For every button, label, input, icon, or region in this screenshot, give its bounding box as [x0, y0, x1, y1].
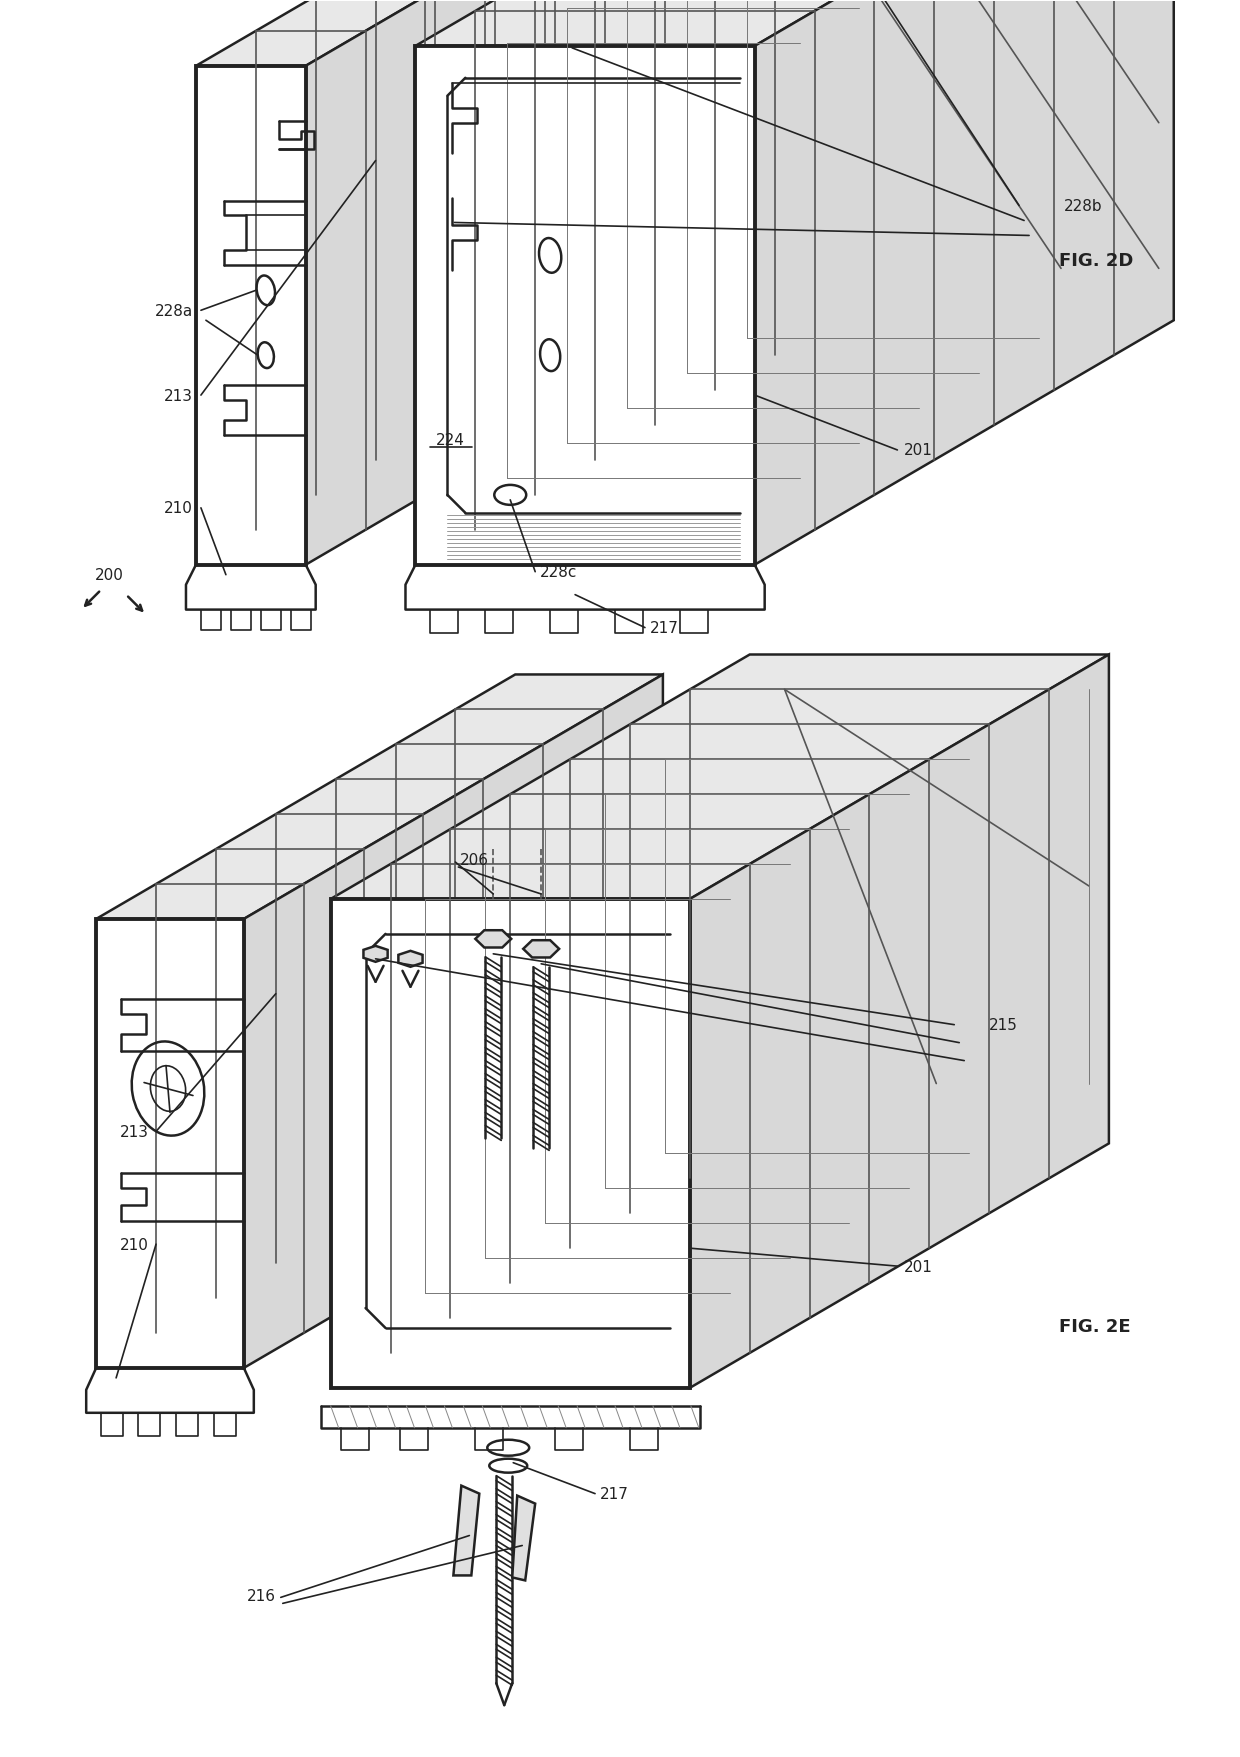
Text: 206: 206: [460, 852, 490, 866]
Polygon shape: [755, 0, 1174, 566]
Polygon shape: [454, 1486, 480, 1576]
Polygon shape: [196, 67, 306, 566]
Text: FIG. 2E: FIG. 2E: [1059, 1318, 1131, 1335]
Text: 210: 210: [164, 501, 193, 517]
Text: 213: 213: [120, 1124, 149, 1139]
Text: 228b: 228b: [1064, 199, 1102, 214]
Polygon shape: [306, 0, 724, 566]
Text: 200: 200: [94, 568, 124, 583]
Text: 201: 201: [904, 1260, 934, 1274]
Polygon shape: [415, 0, 1174, 47]
Polygon shape: [689, 655, 1109, 1388]
Polygon shape: [97, 919, 244, 1369]
Polygon shape: [331, 655, 1109, 900]
Polygon shape: [398, 951, 423, 968]
Text: FIG. 2D: FIG. 2D: [1059, 253, 1133, 271]
Text: 228c: 228c: [541, 564, 578, 580]
Text: 213: 213: [164, 388, 193, 404]
Polygon shape: [475, 931, 511, 949]
Polygon shape: [244, 675, 663, 1369]
Text: 201: 201: [904, 443, 934, 459]
Text: 210: 210: [120, 1237, 149, 1253]
Polygon shape: [415, 47, 755, 566]
Text: 215: 215: [990, 1017, 1018, 1033]
Polygon shape: [523, 940, 559, 958]
Text: 216: 216: [247, 1588, 275, 1602]
Polygon shape: [331, 900, 689, 1388]
Polygon shape: [512, 1495, 536, 1581]
Polygon shape: [97, 675, 663, 919]
Text: 217: 217: [650, 620, 678, 636]
Polygon shape: [363, 947, 388, 963]
Text: 224: 224: [436, 434, 465, 448]
Text: 217: 217: [600, 1486, 629, 1500]
Text: 228a: 228a: [155, 304, 193, 318]
Polygon shape: [196, 0, 724, 67]
